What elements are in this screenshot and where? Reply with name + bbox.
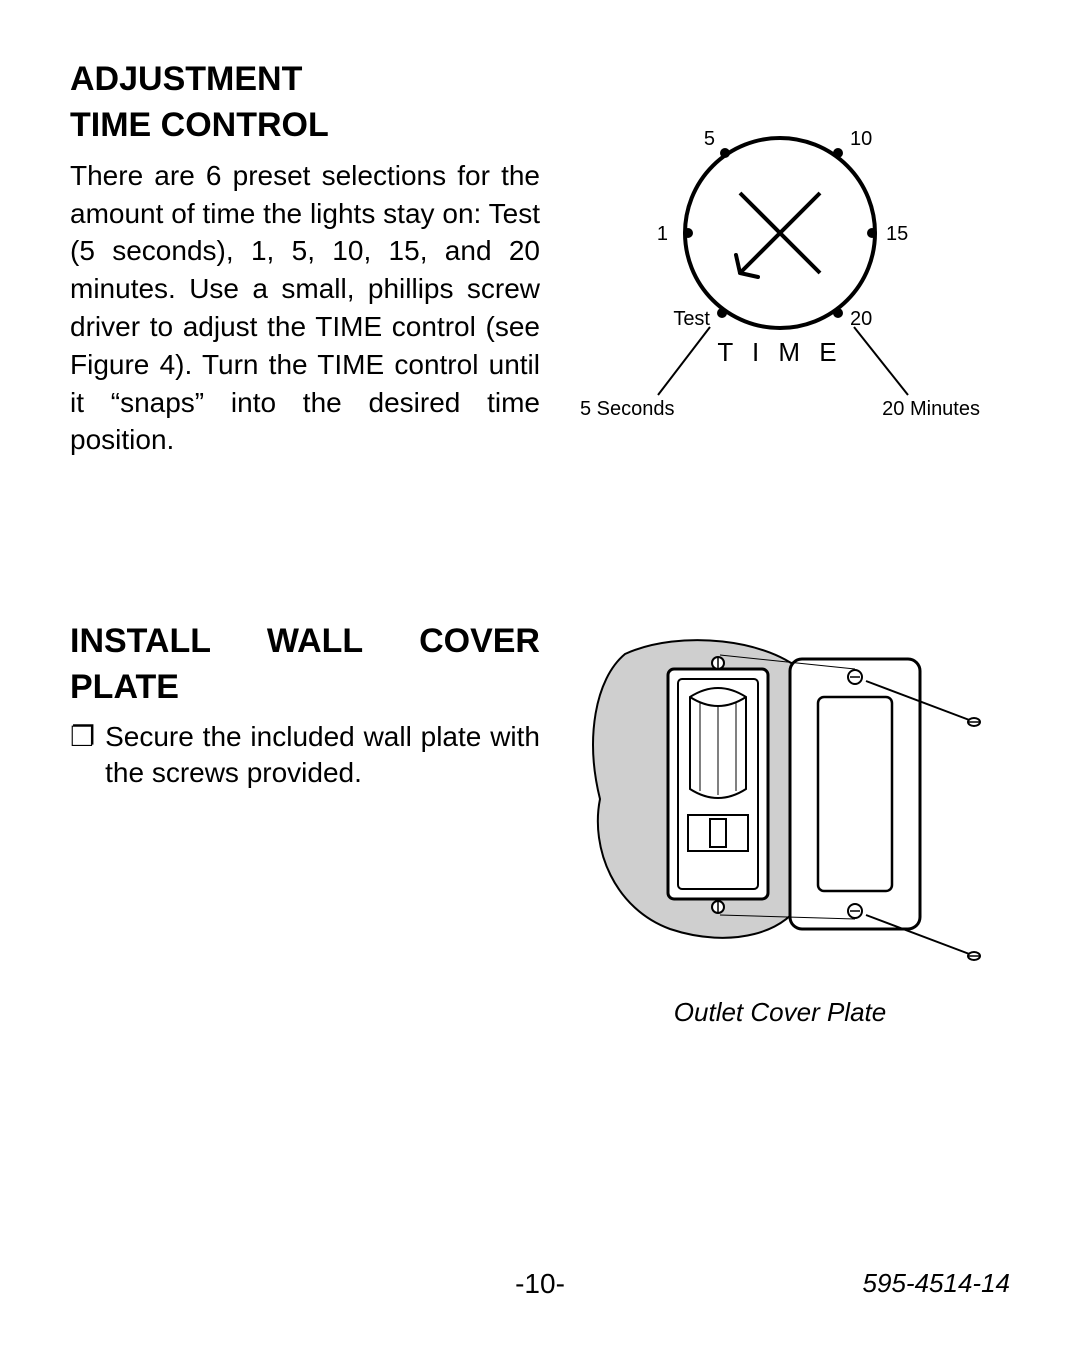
time-dial-figure: 1 5 10 15 20 Test T I M E 5 Seconds 20 M… [570, 103, 990, 459]
heading-time-control: TIME CONTROL [70, 103, 540, 149]
checkbox-icon: ❐ [70, 719, 95, 792]
dial-label-20: 20 [850, 308, 872, 330]
page-footer: -10- 595-4514-14 [70, 1268, 1010, 1300]
time-control-row: TIME CONTROL There are 6 preset selectio… [70, 103, 1010, 459]
dial-label-5: 5 [704, 128, 715, 150]
dial-label-test: Test [673, 308, 710, 330]
screw-bottom [866, 915, 980, 960]
install-plate-row: INSTALL WALL COVER PLATE ❐ Secure the in… [70, 619, 1010, 1028]
time-control-text-col: TIME CONTROL There are 6 preset selectio… [70, 103, 540, 459]
dial-dot-1 [683, 228, 693, 238]
dial-note-left: 5 Seconds [580, 398, 675, 420]
dial-label-15: 15 [886, 223, 908, 245]
leader-left [658, 327, 710, 395]
cover-plate-svg [570, 619, 990, 979]
document-number: 595-4514-14 [863, 1268, 1010, 1299]
paragraph-install-plate: Secure the included wall plate with the … [105, 719, 540, 792]
dial-label-10: 10 [850, 128, 872, 150]
page-number: -10- [515, 1268, 565, 1300]
dial-dot-20 [833, 308, 843, 318]
dial-dot-10 [833, 148, 843, 158]
paragraph-time-control: There are 6 preset selections for the am… [70, 157, 540, 459]
leader-right [854, 327, 908, 395]
cover-plate-caption: Outlet Cover Plate [570, 997, 990, 1028]
cover-plate-opening [818, 697, 892, 891]
dial-dot-5 [720, 148, 730, 158]
time-dial-svg: 1 5 10 15 20 Test T I M E 5 Seconds 20 M… [570, 103, 990, 433]
dial-note-right: 20 Minutes [882, 398, 980, 420]
sensor-slider [710, 819, 726, 847]
heading-install-plate: INSTALL WALL COVER PLATE [70, 619, 540, 711]
phillips-slot [736, 193, 820, 277]
dial-dot-test [717, 308, 727, 318]
heading-adjustment: ADJUSTMENT [70, 60, 1010, 99]
dial-dot-15 [867, 228, 877, 238]
dial-title: T I M E [717, 337, 842, 367]
install-plate-text-col: INSTALL WALL COVER PLATE ❐ Secure the in… [70, 619, 540, 1028]
dial-label-1: 1 [657, 223, 668, 245]
cover-plate-figure: Outlet Cover Plate [570, 619, 990, 1028]
install-plate-bullet: ❐ Secure the included wall plate with th… [70, 719, 540, 792]
